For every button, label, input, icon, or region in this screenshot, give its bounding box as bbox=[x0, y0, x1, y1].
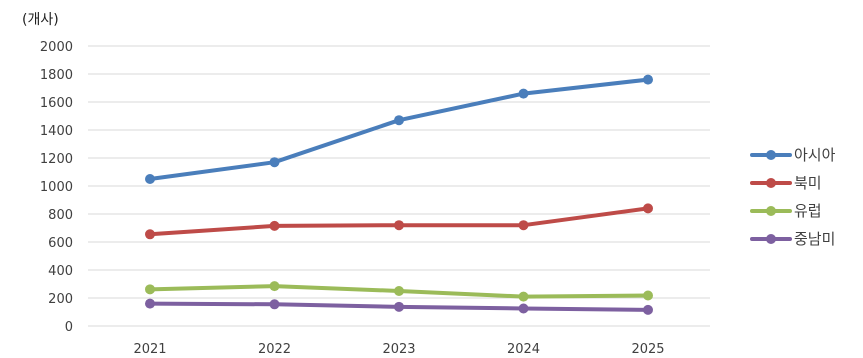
legend-label: 북미 bbox=[794, 174, 822, 192]
data-point bbox=[643, 74, 653, 85]
data-point bbox=[269, 281, 280, 292]
y-tick-label: 1000 bbox=[40, 180, 73, 195]
series-4 bbox=[145, 298, 653, 315]
data-point bbox=[518, 303, 529, 314]
x-tick-label: 2024 bbox=[507, 342, 540, 357]
data-point bbox=[269, 157, 280, 168]
series-1 bbox=[145, 74, 653, 184]
series-lines bbox=[145, 74, 653, 315]
data-point bbox=[518, 220, 529, 231]
y-tick-label: 1400 bbox=[40, 124, 73, 139]
data-point bbox=[269, 220, 280, 231]
legend-label: 유럽 bbox=[794, 202, 822, 220]
y-unit-label: (개사) bbox=[22, 12, 59, 28]
series-2 bbox=[145, 203, 653, 240]
data-point bbox=[269, 299, 280, 310]
legend-swatch-marker bbox=[766, 206, 776, 216]
legend-item: 중남미 bbox=[750, 230, 835, 248]
legend-label: 아시아 bbox=[794, 146, 836, 164]
data-point bbox=[518, 291, 529, 302]
y-tick-label: 600 bbox=[48, 236, 73, 251]
data-point bbox=[643, 203, 653, 214]
data-point bbox=[518, 88, 529, 99]
data-point bbox=[643, 290, 653, 301]
legend-item: 유럽 bbox=[750, 202, 822, 220]
series-line bbox=[148, 77, 650, 181]
data-point bbox=[643, 304, 653, 315]
x-tick-label: 2021 bbox=[133, 342, 166, 357]
x-tick-label: 2025 bbox=[631, 342, 664, 357]
data-point bbox=[145, 174, 155, 184]
series-3 bbox=[145, 281, 653, 302]
y-axis-tick-labels: 0 200 400 600 800 1000 1200 1400 1600 1800 2000 bbox=[40, 40, 73, 335]
data-point bbox=[145, 298, 155, 309]
legend-swatch-marker bbox=[766, 234, 776, 244]
x-tick-label: 2023 bbox=[382, 342, 415, 357]
y-tick-label: 200 bbox=[48, 292, 73, 307]
x-tick-label: 2022 bbox=[258, 342, 291, 357]
data-point bbox=[394, 115, 404, 126]
gridlines bbox=[88, 45, 710, 327]
data-point bbox=[394, 286, 404, 296]
legend-swatch-marker bbox=[766, 150, 776, 160]
y-tick-label: 0 bbox=[65, 320, 73, 335]
data-point bbox=[394, 301, 404, 312]
data-point bbox=[145, 284, 155, 295]
y-tick-label: 400 bbox=[48, 264, 73, 279]
data-point bbox=[145, 229, 155, 240]
y-tick-label: 1800 bbox=[40, 68, 73, 83]
legend-label: 중남미 bbox=[794, 230, 835, 248]
legend-item: 아시아 bbox=[750, 146, 836, 164]
data-point bbox=[394, 220, 404, 231]
y-tick-label: 2000 bbox=[40, 40, 73, 55]
y-tick-label: 1600 bbox=[40, 96, 73, 111]
legend-item: 북미 bbox=[750, 174, 822, 192]
y-tick-label: 1200 bbox=[40, 152, 73, 167]
x-axis-tick-labels: 2021 2022 2023 2024 2025 bbox=[133, 342, 664, 357]
y-tick-label: 800 bbox=[48, 208, 73, 223]
legend-swatch-marker bbox=[766, 178, 776, 188]
